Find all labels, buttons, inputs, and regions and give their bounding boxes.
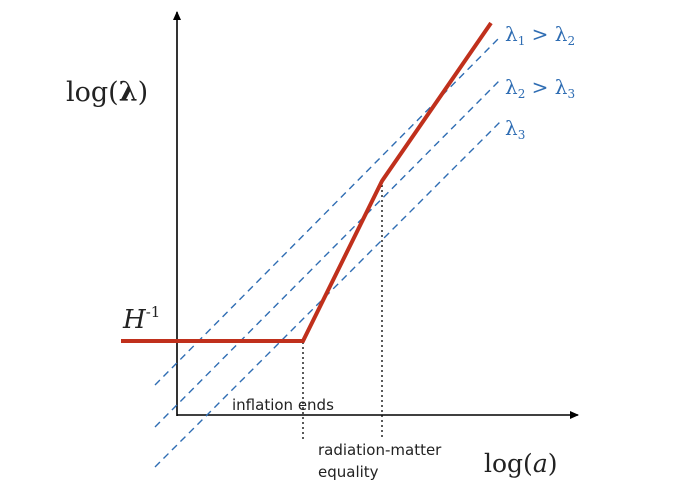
mode-line-lambda2: [154, 79, 501, 428]
radiation-matter-label-line2: equality: [318, 463, 379, 481]
mode-line-lambda1: [154, 36, 501, 386]
mode-label-lambda2: λ2 > λ3: [505, 75, 575, 101]
y-axis-label: log(λ): [66, 77, 148, 108]
inflation-ends-label: inflation ends: [232, 396, 334, 414]
x-axis-label: log(a): [484, 449, 557, 478]
hubble-label: H-1: [122, 303, 160, 335]
mode-label-lambda1: λ1 > λ2: [505, 22, 575, 48]
radiation-matter-label-line1: radiation-matter: [318, 441, 442, 459]
hubble-radius-curve: [121, 21, 493, 343]
mode-label-lambda3: λ3: [505, 116, 525, 142]
